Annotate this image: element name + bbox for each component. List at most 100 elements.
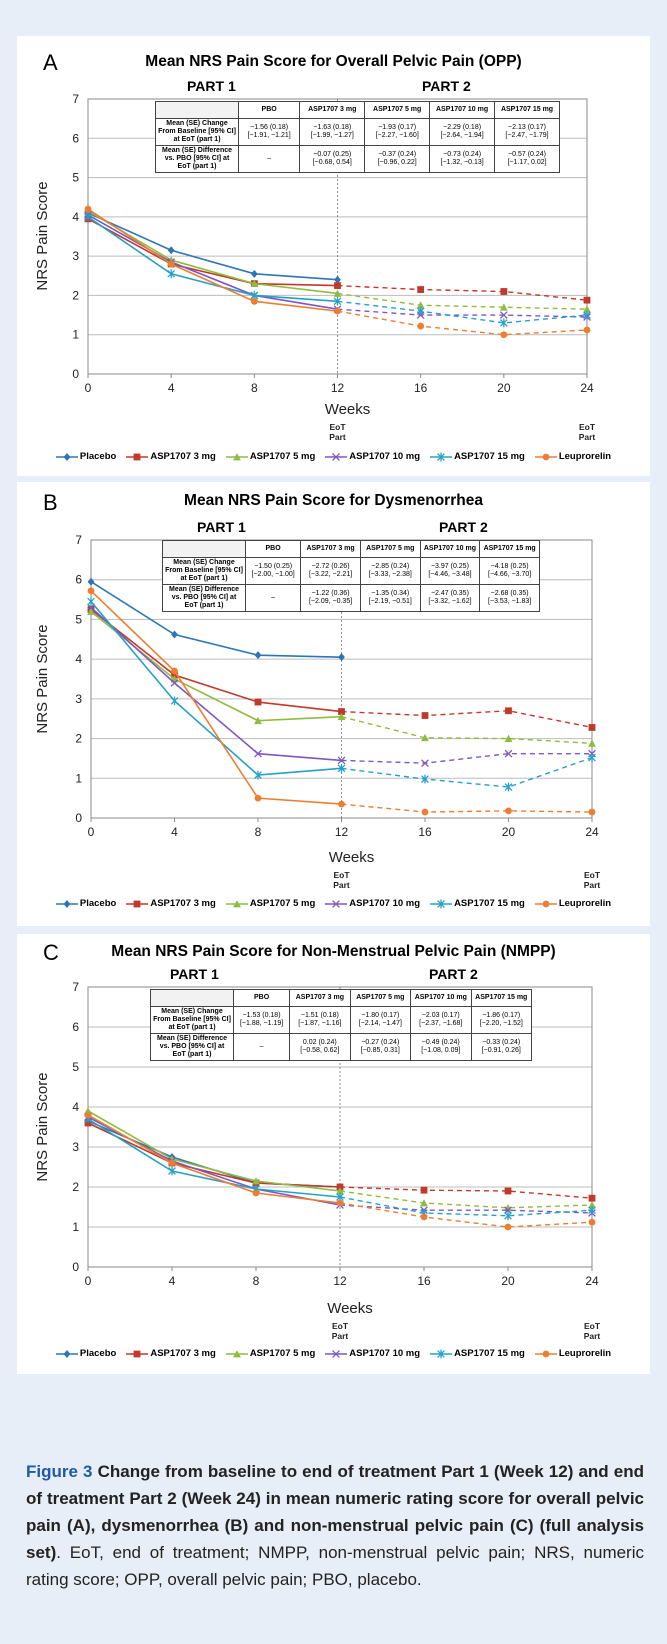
- data-point: [504, 734, 513, 742]
- y-tick-label: 5: [72, 1060, 79, 1074]
- eot-label: Part: [329, 432, 346, 442]
- y-tick-label: 4: [75, 652, 82, 666]
- data-point: [338, 653, 345, 662]
- table-cell: −1.80 (0.17) [−2.14, −1.47]: [349, 1005, 412, 1035]
- y-axis-label: NRS Pain Score: [34, 181, 51, 290]
- data-point: [421, 808, 429, 816]
- part1-label: PART 1: [197, 519, 246, 535]
- legend-swatch: [55, 452, 78, 461]
- legend-swatch: [325, 452, 348, 461]
- data-point: [416, 306, 425, 316]
- y-tick-label: 3: [72, 1140, 79, 1154]
- legend-swatch: [430, 1349, 453, 1358]
- series-line-part2: [341, 756, 593, 788]
- series-line-part1: [87, 208, 338, 312]
- part2-label: PART 2: [429, 966, 478, 982]
- data-point: [417, 322, 425, 330]
- data-point: [87, 607, 95, 615]
- data-point: [336, 1199, 344, 1207]
- table-cell: 0.02 (0.24) [−0.58, 0.62]: [289, 1033, 351, 1062]
- x-tick-label: 24: [585, 825, 599, 839]
- table-cell: −2.03 (0.17) [−2.37, −1.68]: [410, 1005, 472, 1035]
- eot-label: Part: [333, 880, 350, 890]
- table-header: [155, 101, 239, 119]
- x-tick-label: 8: [253, 1274, 260, 1288]
- series-line-part2: [341, 803, 593, 813]
- chart-title: Mean NRS Pain Score for Non-Menstrual Pe…: [111, 943, 556, 960]
- legend-item-leuprorelin: Leuprorelin: [534, 451, 611, 462]
- data-point: [252, 1177, 260, 1185]
- legend-swatch: [126, 1350, 149, 1357]
- data-point: [420, 1199, 428, 1207]
- table-cell: −0.33 (0.24) [−0.91, 0.26]: [470, 1033, 533, 1062]
- series-line-part2: [339, 1190, 593, 1209]
- panel-a: A Mean NRS Pain Score for Overall Pelvic…: [17, 36, 650, 476]
- table-header: ASP1707 3 mg: [299, 101, 366, 119]
- data-point: [171, 630, 178, 639]
- data-point: [254, 770, 262, 780]
- eot-label: EoT: [584, 870, 601, 880]
- data-point: [421, 733, 429, 742]
- legend-marker: [232, 899, 241, 907]
- y-tick-label: 4: [72, 1100, 79, 1114]
- y-tick-label: 0: [72, 367, 79, 381]
- table-cell: −1.63 (0.18) [−1.99, −1.27]: [299, 117, 366, 147]
- x-tick-label: 16: [418, 825, 432, 839]
- data-point: [168, 1159, 176, 1167]
- part1-label: PART 1: [170, 966, 219, 982]
- table-cell: −2.68 (0.35) [−3.53, −1.83]: [479, 584, 540, 613]
- legend-item-asp1707-3-mg: ASP1707 3 mg: [126, 1348, 216, 1359]
- data-point: [167, 269, 176, 279]
- eot-label: Part: [584, 880, 601, 890]
- data-point: [254, 716, 262, 725]
- legend-swatch: [55, 899, 78, 908]
- x-tick-label: 24: [585, 1274, 599, 1288]
- eot-label: EoT: [584, 1321, 601, 1331]
- data-point: [337, 712, 346, 721]
- data-point: [167, 260, 175, 268]
- data-point: [171, 671, 178, 679]
- y-tick-label: 6: [72, 1020, 79, 1034]
- table-cell: −1.50 (0.25) [−2.00, −1.00]: [244, 556, 302, 586]
- x-tick-label: 0: [85, 381, 92, 395]
- eot-label: EoT: [329, 422, 346, 432]
- series-line-part1: [90, 608, 342, 713]
- data-point: [338, 708, 345, 715]
- x-tick-label: 4: [168, 381, 175, 395]
- legend-marker: [332, 1349, 341, 1358]
- data-point: [588, 739, 596, 747]
- data-point: [500, 331, 508, 339]
- table-header: PBO: [244, 540, 302, 558]
- table-cell: −1.51 (0.18) [−1.87, −1.16]: [289, 1005, 351, 1035]
- row-label: Mean (SE) Change From Baseline [95% CI] …: [155, 117, 239, 147]
- eot-label: Part: [579, 432, 596, 442]
- data-point: [583, 310, 591, 320]
- x-tick-label: 0: [85, 1274, 92, 1288]
- data-point: [170, 696, 179, 706]
- table-header: ASP1707 15 mg: [479, 540, 540, 558]
- series-asp1707-10-mg: [87, 603, 596, 768]
- legend-item-placebo: Placebo: [55, 898, 116, 909]
- legend-swatch: [126, 453, 149, 460]
- data-point: [336, 1183, 344, 1191]
- data-point: [500, 288, 508, 295]
- data-point: [420, 1186, 428, 1194]
- data-point: [87, 587, 95, 595]
- legend: Placebo ASP1707 3 mg ASP1707 5 mg ASP1707 1…: [17, 1348, 650, 1359]
- caption-rest: . EoT, end of treatment; NMPP, non-menst…: [26, 1543, 644, 1589]
- data-point: [504, 782, 513, 792]
- legend-item-asp1707-15-mg: ASP1707 15 mg: [430, 898, 525, 909]
- table-cell: −1.22 (0.36) [−2.09, −0.35]: [300, 584, 361, 613]
- table-row: Mean (SE) Difference vs. PBO [95% CI] at…: [150, 1033, 533, 1062]
- row-label: Mean (SE) Change From Baseline [95% CI] …: [162, 556, 246, 586]
- row-label: Mean (SE) Change From Baseline [95% CI] …: [150, 1005, 234, 1035]
- part1-label: PART 1: [187, 78, 236, 94]
- data-point: [504, 1211, 512, 1221]
- stat-table: PBO ASP1707 3 mg ASP1707 5 mg ASP1707 10 mg…: [162, 540, 540, 613]
- series-line-part1: [87, 1110, 341, 1192]
- table-header: ASP1707 10 mg: [419, 540, 481, 558]
- legend-marker: [63, 1349, 71, 1358]
- legend-label: Placebo: [79, 451, 117, 462]
- table-cell: −1.35 (0.34) [−2.19, −0.51]: [359, 584, 421, 613]
- data-point: [504, 1187, 512, 1195]
